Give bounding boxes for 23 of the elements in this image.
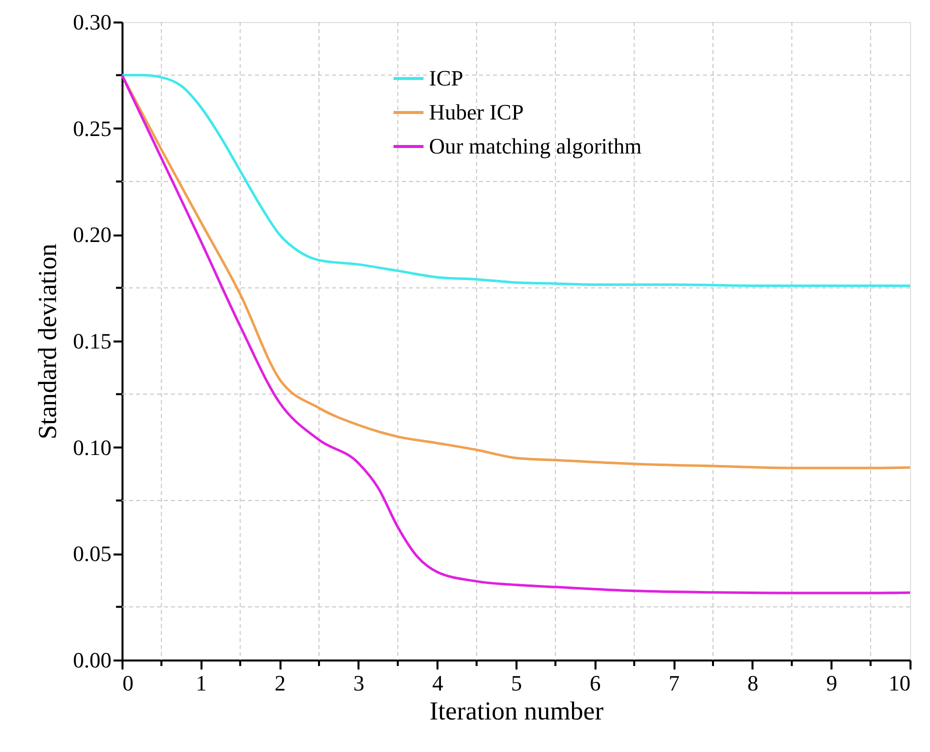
y-tick-label: 0.00 xyxy=(73,648,112,672)
x-tick-label: 0 xyxy=(122,670,134,696)
x-tick-label: 10 xyxy=(888,670,910,696)
x-axis-title: Iteration number xyxy=(430,696,604,726)
x-tick-label: 2 xyxy=(274,670,286,696)
x-tick-label: 3 xyxy=(353,670,364,696)
y-tick-label: 0.05 xyxy=(73,541,112,566)
y-tick-label: 0.25 xyxy=(73,116,112,141)
x-tick-label: 4 xyxy=(432,670,444,696)
x-tick-label: 8 xyxy=(747,670,758,696)
x-tick-label: 5 xyxy=(511,670,522,696)
x-tick-label: 7 xyxy=(668,670,680,696)
y-tick-label: 0.20 xyxy=(73,222,112,248)
y-tick-label: 0.10 xyxy=(73,434,112,460)
x-tick-label: 9 xyxy=(826,670,838,696)
legend-label: Our matching algorithm xyxy=(429,134,642,158)
legend-label: ICP xyxy=(429,66,464,90)
x-tick-label: 1 xyxy=(196,670,207,696)
legend-label: Huber ICP xyxy=(429,100,524,124)
y-tick-label: 0.30 xyxy=(73,10,112,34)
y-axis-title: Standard deviation xyxy=(33,244,62,440)
x-tick-label: 6 xyxy=(590,670,601,696)
y-tick-label: 0.15 xyxy=(73,328,112,354)
